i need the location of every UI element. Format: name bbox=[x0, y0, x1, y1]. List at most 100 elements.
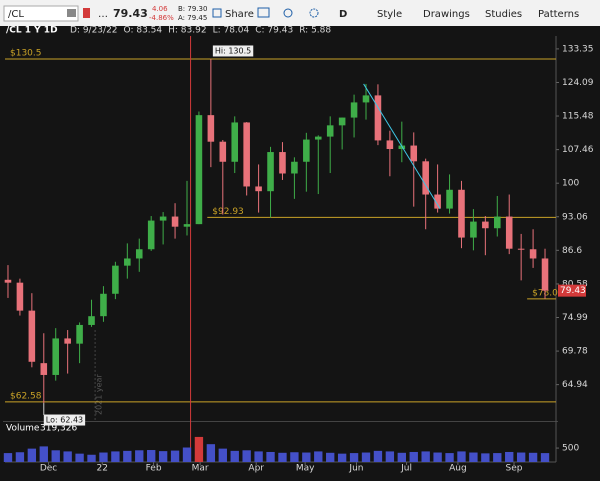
candle-body bbox=[100, 293, 107, 317]
candle-body bbox=[517, 248, 525, 250]
volume-bar bbox=[242, 450, 251, 462]
volume-bar bbox=[135, 450, 144, 462]
volume-bar bbox=[147, 450, 156, 462]
candle-body bbox=[362, 95, 370, 103]
studies[interactable]: Studies bbox=[485, 9, 522, 20]
patterns[interactable]: Patterns bbox=[538, 9, 579, 20]
volume-bar bbox=[182, 447, 192, 462]
year-label: 2021 year bbox=[95, 374, 104, 415]
volume-bar bbox=[63, 451, 72, 462]
candle-body bbox=[291, 161, 298, 174]
volume-bar bbox=[397, 452, 406, 462]
info-item: H: 83.92 bbox=[168, 26, 206, 36]
candle-body bbox=[231, 122, 239, 162]
level-label: $78.04 bbox=[532, 288, 564, 298]
candle-body bbox=[16, 282, 24, 311]
info-item: O: 83.54 bbox=[124, 26, 163, 36]
volume-bar bbox=[75, 453, 84, 462]
candle-body bbox=[4, 279, 12, 283]
x-tick-label: Jun bbox=[348, 464, 363, 474]
trendline bbox=[363, 83, 441, 209]
volume-bar bbox=[302, 452, 311, 462]
candle-body bbox=[255, 186, 262, 192]
candle-body bbox=[303, 139, 310, 162]
x-tick-label: Jul bbox=[400, 464, 412, 474]
flask-icon[interactable] bbox=[283, 8, 293, 18]
volume-bar bbox=[361, 452, 371, 462]
candle-body bbox=[135, 249, 143, 259]
candle-body bbox=[88, 316, 95, 325]
volume-bar bbox=[505, 451, 514, 462]
x-tick-label: Dec bbox=[40, 464, 57, 474]
candle-body bbox=[386, 140, 394, 150]
info-item: D: 9/23/22 bbox=[70, 26, 118, 36]
candle-body bbox=[398, 145, 406, 150]
volume-bar bbox=[218, 448, 227, 462]
symbol[interactable]: /CL bbox=[8, 9, 24, 20]
ask: A: 79.45 bbox=[178, 14, 207, 22]
volume-bar bbox=[445, 453, 454, 462]
volume-bar bbox=[385, 451, 395, 462]
candle-body bbox=[541, 258, 549, 291]
volume-bar bbox=[516, 452, 526, 462]
style[interactable]: Style bbox=[377, 9, 402, 20]
volume-bar bbox=[3, 453, 13, 462]
candle-body bbox=[482, 221, 489, 229]
candle-body bbox=[267, 152, 274, 192]
pane-divider bbox=[3, 421, 558, 422]
share-icon[interactable] bbox=[212, 8, 222, 18]
bid: B: 79.30 bbox=[178, 5, 207, 13]
volume-bar bbox=[373, 450, 383, 462]
chart-title: /CL 1 Y 1D bbox=[6, 26, 58, 36]
candle-body bbox=[470, 221, 477, 238]
level-label: $62.58 bbox=[10, 391, 42, 401]
volume-tick-label: 500 bbox=[562, 444, 579, 454]
share[interactable]: Share bbox=[225, 9, 254, 20]
volume-bar bbox=[15, 452, 25, 462]
candle-body bbox=[28, 310, 36, 362]
volume-bar bbox=[409, 451, 418, 462]
y-tick-label: 69.78 bbox=[562, 347, 588, 357]
candle-body bbox=[207, 115, 215, 142]
candle-body bbox=[279, 152, 286, 174]
info-item: L: 78.04 bbox=[213, 26, 250, 36]
volume-bar bbox=[493, 453, 502, 462]
x-tick-label: Sep bbox=[506, 464, 523, 474]
high-label: Hi: 130.5 bbox=[215, 46, 251, 55]
x-tick-label: Feb bbox=[146, 464, 162, 474]
symbol-box[interactable] bbox=[3, 5, 79, 22]
volume-bar bbox=[51, 450, 60, 462]
volume-title: Volume bbox=[6, 424, 40, 434]
volume-bar bbox=[314, 451, 323, 462]
candle-body bbox=[326, 125, 334, 137]
candle-body bbox=[314, 136, 322, 140]
drawings[interactable]: Drawings bbox=[423, 9, 470, 20]
y-tick-label: 86.6 bbox=[562, 246, 582, 256]
low-label: Lo: 62.43 bbox=[46, 416, 83, 425]
dropdown[interactable] bbox=[67, 9, 76, 17]
volume-bar bbox=[123, 450, 132, 462]
last-price: 79.43 bbox=[113, 7, 148, 20]
candle-body bbox=[505, 216, 513, 249]
y-tick-label: 133.35 bbox=[562, 44, 594, 54]
candle-body bbox=[494, 216, 501, 229]
period[interactable]: D bbox=[339, 9, 347, 20]
chart-bg bbox=[0, 26, 600, 481]
volume-bar bbox=[266, 451, 275, 462]
high-box bbox=[212, 45, 254, 57]
change-pct: -4.86% bbox=[149, 14, 174, 22]
last-price-box bbox=[558, 284, 586, 297]
volume-bar bbox=[469, 452, 478, 462]
volume-bar bbox=[87, 454, 96, 462]
volume-bar bbox=[433, 452, 442, 462]
volume-bar bbox=[158, 451, 168, 462]
volume-bar bbox=[481, 453, 490, 462]
settings-icon[interactable] bbox=[309, 8, 319, 18]
alert-icon[interactable] bbox=[83, 8, 90, 18]
candle-body bbox=[40, 363, 48, 375]
candle-body bbox=[52, 338, 60, 375]
candle-body bbox=[112, 265, 119, 294]
grid-icon[interactable] bbox=[257, 7, 270, 18]
volume-bar bbox=[99, 452, 108, 462]
candle-body bbox=[529, 249, 537, 259]
